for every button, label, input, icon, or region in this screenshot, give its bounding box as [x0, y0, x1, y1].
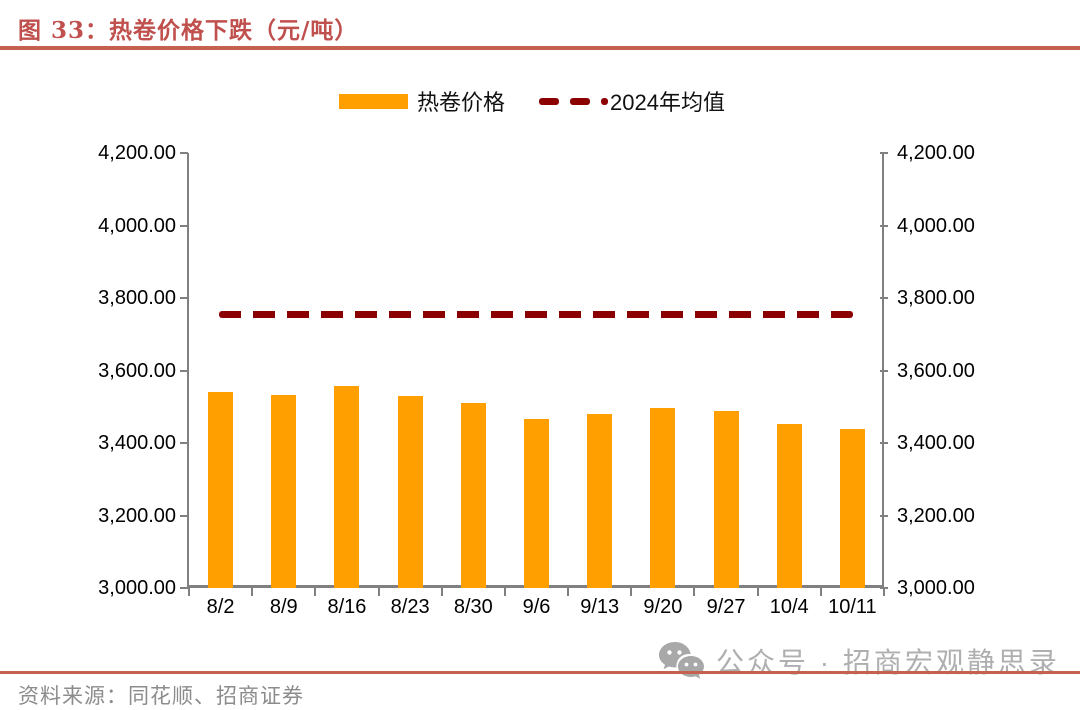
y-axis-tick-left	[180, 297, 188, 299]
watermark-text: 公众号 · 招商宏观静思录	[716, 647, 1060, 678]
y-axis-tick-left	[180, 514, 188, 517]
y-axis-tick-left	[180, 369, 188, 372]
bar-8/23	[397, 395, 423, 588]
title-divider	[0, 46, 1080, 50]
bar-9/6	[524, 419, 549, 588]
legend-line-label: 2024年均值	[610, 90, 725, 115]
wechat-icon	[659, 642, 704, 679]
y-axis-label-left: 4,000.00	[98, 214, 176, 237]
x-axis-label: 8/9	[269, 596, 298, 618]
y-axis-label-right: 4,000.00	[897, 214, 975, 237]
y-axis-tick-left	[180, 442, 188, 444]
x-axis-label: 8/16	[327, 596, 367, 618]
x-axis-tick	[188, 588, 190, 596]
y-axis-label-left: 3,600.00	[98, 359, 176, 382]
legend-bar-swatch	[339, 93, 408, 109]
y-axis-label-right: 3,000.00	[897, 577, 975, 599]
bar-9/27	[713, 410, 739, 588]
bar-9/20	[650, 408, 676, 588]
y-axis-label-right: 3,200.00	[897, 504, 975, 527]
bar-8/9	[271, 394, 297, 588]
x-axis-label: 9/13	[580, 596, 620, 618]
legend-dashed-line-swatch	[539, 97, 610, 105]
x-axis-label: 10/11	[828, 596, 877, 618]
bar-9/13	[587, 414, 613, 588]
x-axis-label: 9/27	[706, 596, 746, 618]
y-axis-label-right: 3,800.00	[897, 287, 975, 309]
y-axis-label-left: 3,800.00	[98, 287, 176, 309]
bar-10/4	[776, 424, 802, 588]
y-axis-label-right: 3,400.00	[897, 432, 975, 454]
y-axis-tick-right	[880, 297, 888, 299]
x-axis-label: 8/23	[390, 596, 430, 618]
y-axis-tick-left	[180, 224, 188, 227]
x-axis-tick	[503, 588, 506, 596]
x-axis-label: 9/6	[522, 596, 551, 618]
y-axis-tick-right	[880, 224, 888, 227]
x-axis-tick	[377, 588, 380, 596]
bar-10/11	[839, 428, 865, 588]
y-axis-label-right: 4,200.00	[897, 142, 975, 164]
x-axis-tick	[630, 588, 633, 596]
x-axis-label: 8/2	[206, 596, 235, 618]
x-axis-tick	[819, 588, 822, 596]
source-note: 资料来源：同花顺、招商证券	[18, 684, 304, 708]
y-axis-label-left: 3,200.00	[98, 504, 176, 527]
figure-title: 图 33：热卷价格下跌（元/吨）	[18, 17, 359, 44]
x-axis-tick	[883, 588, 885, 596]
y-axis-label-right: 3,600.00	[897, 359, 975, 382]
x-axis-label: 8/30	[453, 596, 493, 618]
bar-8/2	[208, 392, 234, 588]
x-axis-tick	[567, 588, 570, 596]
x-axis-tick	[756, 588, 759, 596]
y-axis-tick-right	[880, 442, 888, 444]
x-axis-tick	[440, 588, 443, 596]
watermark: 公众号 · 招商宏观静思录	[658, 640, 1060, 682]
y-axis-tick-right	[880, 152, 888, 154]
y-axis-label-left: 3,000.00	[98, 577, 176, 599]
bottom-divider	[0, 671, 1080, 674]
y-axis-tick-right	[880, 369, 888, 372]
y-axis-label-left: 4,200.00	[98, 142, 176, 164]
x-axis-label: 9/20	[643, 596, 683, 618]
x-axis-tick	[693, 588, 696, 596]
legend-bar-label: 热卷价格	[417, 90, 506, 115]
y-axis-tick-right	[880, 514, 888, 517]
chart-legend: 热卷价格 2024年均值	[339, 88, 725, 115]
y-axis-label-left: 3,400.00	[98, 432, 176, 454]
x-axis-tick	[251, 588, 254, 596]
x-axis-tick	[314, 588, 317, 596]
average-dashed-line	[219, 310, 853, 318]
y-axis-tick-left	[180, 587, 188, 589]
bar-8/30	[460, 403, 486, 588]
y-axis-tick-left	[180, 152, 188, 154]
bar-8/16	[334, 385, 360, 588]
x-axis-label: 10/4	[769, 596, 809, 618]
